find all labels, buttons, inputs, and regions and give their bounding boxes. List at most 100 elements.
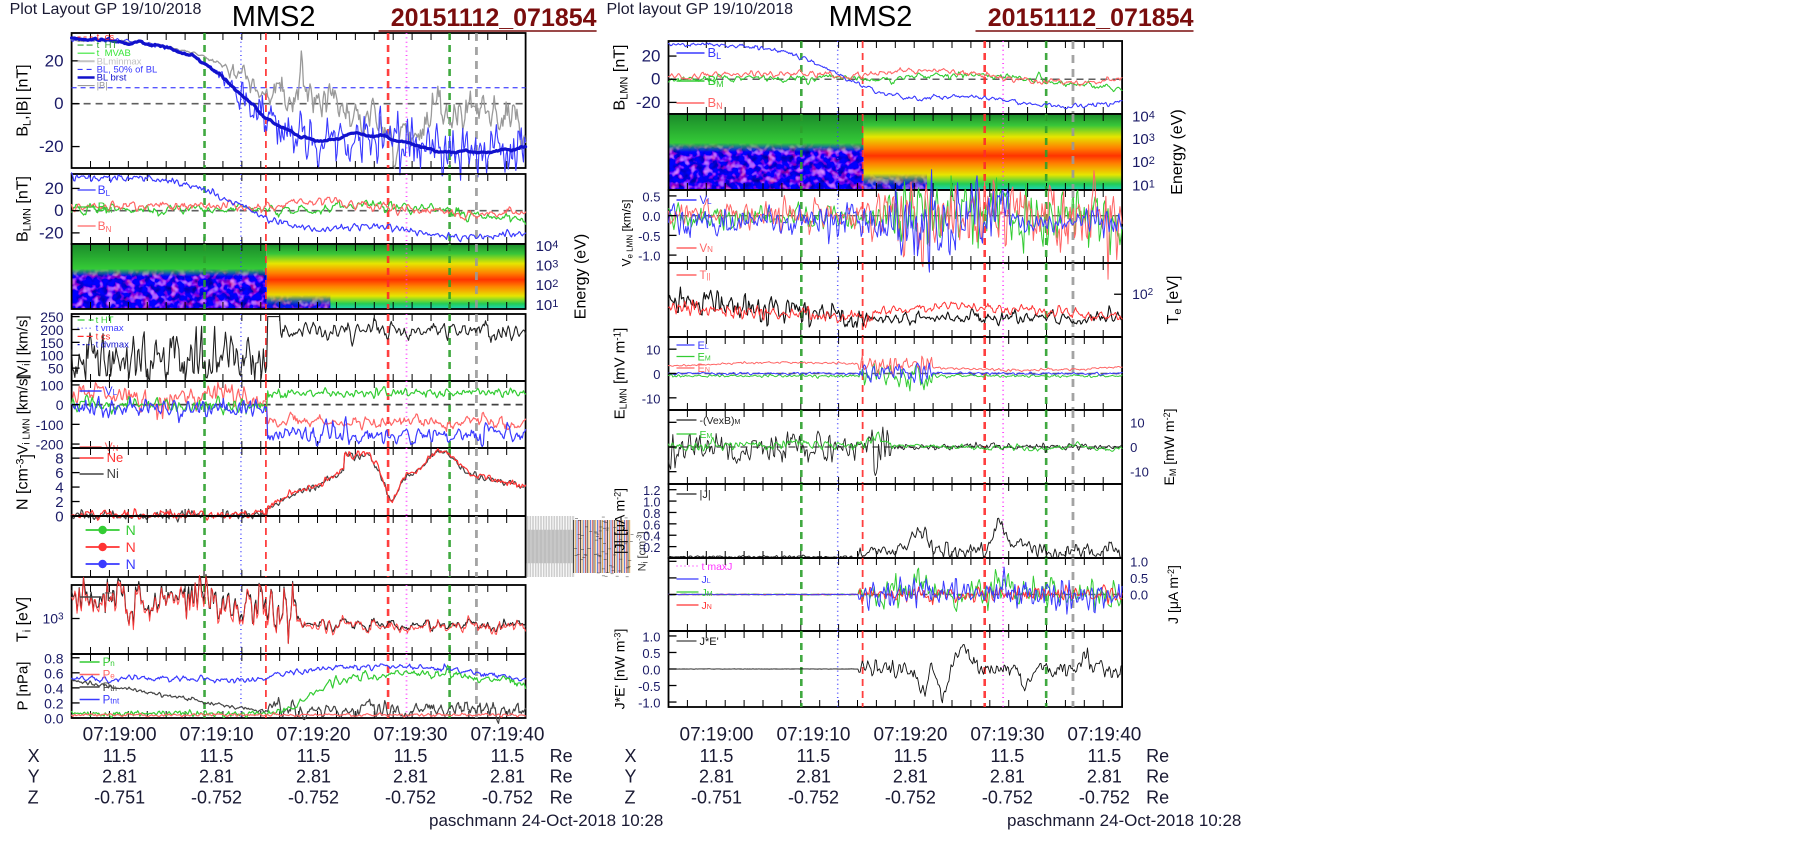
svg-text:0: 0 — [651, 70, 660, 89]
svg-text:Re: Re — [550, 767, 573, 787]
svg-text:Z: Z — [625, 788, 636, 808]
svg-text:11.5: 11.5 — [491, 746, 525, 766]
svg-text:Ti [eV]: Ti [eV] — [15, 597, 34, 642]
svg-text:X: X — [28, 746, 40, 766]
svg-text:|Vi| [km/s]: |Vi| [km/s] — [15, 315, 33, 379]
svg-text:Pn: Pn — [103, 657, 115, 669]
svg-text:-0.752: -0.752 — [1079, 788, 1130, 808]
svg-text:-20: -20 — [39, 223, 64, 242]
svg-text:0.0: 0.0 — [642, 209, 660, 224]
svg-text:0.2: 0.2 — [44, 695, 64, 711]
svg-text:11.5: 11.5 — [1088, 746, 1122, 766]
svg-text:-(VexB)M: -(VexB)M — [700, 415, 741, 427]
svg-text:J*E' [nW m-3]: J*E' [nW m-3] — [612, 629, 628, 710]
svg-text:2.81: 2.81 — [990, 767, 1025, 787]
svg-text:20: 20 — [45, 51, 64, 70]
svg-text:07:19:10: 07:19:10 — [776, 725, 850, 746]
svg-text:VL: VL — [700, 195, 713, 207]
svg-text:Z: Z — [28, 788, 39, 808]
svg-text:-0.752: -0.752 — [885, 788, 936, 808]
svg-text:J*E': J*E' — [700, 636, 719, 648]
svg-text:|J|: |J| — [700, 489, 711, 501]
svg-text:0: 0 — [653, 367, 660, 382]
svg-text:Re: Re — [1146, 746, 1169, 766]
svg-text:Re: Re — [1146, 788, 1169, 808]
svg-text:N: N — [126, 539, 136, 555]
svg-text:11.5: 11.5 — [797, 746, 831, 766]
svg-text:X: X — [625, 746, 637, 766]
svg-text:-0.752: -0.752 — [288, 788, 339, 808]
svg-text:MMS2: MMS2 — [232, 1, 316, 33]
svg-text:Y: Y — [28, 767, 40, 787]
svg-text:07:19:00: 07:19:00 — [680, 725, 754, 746]
svg-text:11.5: 11.5 — [700, 746, 734, 766]
svg-text:0.0: 0.0 — [1130, 588, 1148, 603]
svg-text:2.81: 2.81 — [296, 767, 331, 787]
svg-text:07:19:40: 07:19:40 — [470, 725, 544, 746]
svg-text:-0.752: -0.752 — [385, 788, 436, 808]
svg-text:0.4: 0.4 — [44, 680, 64, 696]
svg-text:2.81: 2.81 — [490, 767, 525, 787]
svg-text:paschmann 24-Oct-2018 10:28: paschmann 24-Oct-2018 10:28 — [429, 811, 663, 830]
svg-text:0.8: 0.8 — [44, 650, 64, 666]
svg-text:0: 0 — [54, 94, 63, 113]
svg-text:11.5: 11.5 — [894, 746, 928, 766]
svg-text:0.0: 0.0 — [44, 711, 64, 727]
svg-text:0.0: 0.0 — [642, 663, 660, 678]
svg-text:0: 0 — [1130, 440, 1137, 455]
svg-text:|B|: |B| — [97, 81, 108, 92]
svg-text:11.5: 11.5 — [297, 746, 331, 766]
svg-text:11.5: 11.5 — [200, 746, 234, 766]
svg-text:07:19:40: 07:19:40 — [1067, 725, 1141, 746]
svg-text:11.5: 11.5 — [394, 746, 428, 766]
svg-text:Re: Re — [550, 788, 573, 808]
svg-text:-0.752: -0.752 — [982, 788, 1033, 808]
svg-text:Te [eV]: Te [eV] — [1165, 276, 1184, 325]
svg-text:Ptnt: Ptnt — [103, 695, 120, 707]
svg-text:t dvmax: t dvmax — [96, 340, 130, 351]
svg-text:-0.751: -0.751 — [94, 788, 145, 808]
svg-text:Pth: Pth — [103, 682, 117, 694]
svg-text:0: 0 — [54, 201, 63, 220]
svg-text:-0.752: -0.752 — [482, 788, 533, 808]
svg-text:07:19:20: 07:19:20 — [277, 725, 351, 746]
svg-text:2.81: 2.81 — [893, 767, 928, 787]
svg-text:0.5: 0.5 — [642, 189, 660, 204]
svg-text:07:19:10: 07:19:10 — [180, 725, 254, 746]
svg-text:2.81: 2.81 — [393, 767, 428, 787]
svg-text:0.6: 0.6 — [44, 665, 64, 681]
svg-text:-0.751: -0.751 — [691, 788, 742, 808]
svg-text:11.5: 11.5 — [991, 746, 1025, 766]
svg-text:Energy (eV): Energy (eV) — [1169, 109, 1186, 194]
svg-text:2.81: 2.81 — [699, 767, 734, 787]
svg-text:07:19:20: 07:19:20 — [873, 725, 947, 746]
svg-text:BLMN [nT]: BLMN [nT] — [612, 45, 631, 111]
svg-text:0.5: 0.5 — [1130, 571, 1148, 586]
svg-text:2.81: 2.81 — [1087, 767, 1122, 787]
svg-text:10: 10 — [646, 343, 660, 358]
svg-text:-0.5: -0.5 — [638, 229, 660, 244]
svg-text:paschmann 24-Oct-2018 10:28: paschmann 24-Oct-2018 10:28 — [1007, 811, 1241, 830]
svg-text:VN: VN — [700, 243, 714, 255]
svg-text:0.5: 0.5 — [642, 646, 660, 661]
svg-text:Plot layout GP 19/10/2018: Plot layout GP 19/10/2018 — [607, 1, 794, 18]
svg-text:N: N — [126, 556, 136, 572]
svg-text:20: 20 — [642, 47, 661, 66]
svg-text:0.2: 0.2 — [643, 541, 660, 555]
svg-text:Y: Y — [625, 767, 637, 787]
svg-text:-10: -10 — [642, 391, 661, 406]
svg-text:07:19:30: 07:19:30 — [374, 725, 448, 746]
svg-text:20151112_071854: 20151112_071854 — [988, 4, 1194, 32]
svg-text:07:19:00: 07:19:00 — [83, 725, 157, 746]
svg-text:2.81: 2.81 — [796, 767, 831, 787]
svg-text:50: 50 — [48, 361, 64, 377]
svg-text:-20: -20 — [636, 93, 661, 112]
svg-text:-20: -20 — [39, 137, 64, 156]
svg-text:BLMN [nT]: BLMN [nT] — [15, 176, 34, 242]
svg-text:P [nPa]: P [nPa] — [15, 662, 32, 711]
svg-text:Re: Re — [1146, 767, 1169, 787]
svg-text:MMS2: MMS2 — [829, 1, 913, 33]
svg-text:-1.0: -1.0 — [638, 249, 660, 264]
svg-text:0: 0 — [55, 509, 63, 526]
svg-text:2.81: 2.81 — [199, 767, 234, 787]
